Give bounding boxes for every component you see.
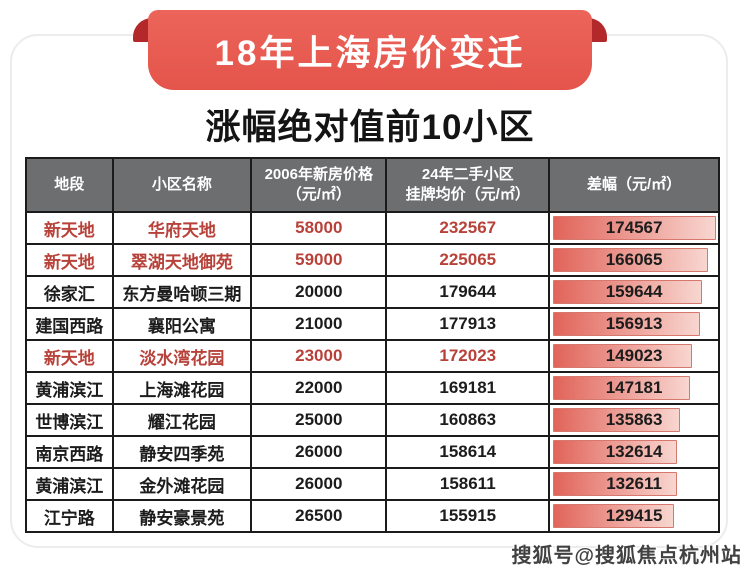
diff-bar [553, 216, 716, 240]
price-2024-cell: 177913 [385, 307, 551, 341]
banner-title: 18年上海房价变迁 [214, 33, 526, 73]
table-row: 黄浦滨江 上海滩花园 22000 169181 147181 [25, 371, 720, 405]
diff-value: 149023 [605, 346, 663, 365]
diff-cell: 132611 [548, 467, 720, 501]
table-row: 徐家汇 东方曼哈顿三期 20000 179644 159644 [25, 275, 720, 309]
table-row: 建国西路 襄阳公寓 21000 177913 156913 [25, 307, 720, 341]
community-cell: 上海滩花园 [111, 371, 253, 405]
district-cell: 新天地 [25, 339, 114, 373]
table-row: 黄浦滨江 金外滩花园 26000 158611 132611 [25, 467, 720, 501]
diff-cell: 174567 [548, 211, 720, 245]
price-2006-cell: 59000 [250, 243, 388, 277]
table-row: 江宁路 静安豪景苑 26500 155915 129415 [25, 499, 720, 533]
table-row: 新天地 华府天地 58000 232567 174567 [25, 211, 720, 245]
diff-bar [553, 504, 674, 528]
price-2024-cell: 172023 [385, 339, 551, 373]
district-cell: 南京西路 [25, 435, 114, 469]
diff-bar [553, 440, 677, 464]
column-header-community: 小区名称 [111, 157, 253, 213]
price-2006-cell: 21000 [250, 307, 388, 341]
diff-value: 132611 [606, 474, 662, 493]
price-table: 地段 小区名称 2006年新房价格 （元/㎡） 24年二手小区 挂牌均价（元/㎡… [25, 157, 720, 533]
table-header-row: 地段 小区名称 2006年新房价格 （元/㎡） 24年二手小区 挂牌均价（元/㎡… [25, 157, 720, 213]
diff-value: 174567 [605, 218, 663, 237]
diff-cell: 159644 [548, 275, 720, 309]
price-2024-cell: 232567 [385, 211, 551, 245]
table-row: 世博滨江 耀江花园 25000 160863 135863 [25, 403, 720, 437]
diff-value: 129415 [605, 506, 663, 525]
diff-value: 135863 [605, 410, 663, 429]
price-2006-cell: 20000 [250, 275, 388, 309]
diff-cell: 132614 [548, 435, 720, 469]
community-cell: 翠湖天地御苑 [111, 243, 253, 277]
district-cell: 江宁路 [25, 499, 114, 533]
diff-cell: 147181 [548, 371, 720, 405]
community-cell: 静安豪景苑 [111, 499, 253, 533]
page-title: 涨幅绝对值前10小区 [205, 108, 535, 147]
diff-value: 132614 [605, 442, 663, 461]
community-cell: 华府天地 [111, 211, 253, 245]
column-header-price-2024: 24年二手小区 挂牌均价（元/㎡） [385, 157, 551, 213]
price-table-wrap: 地段 小区名称 2006年新房价格 （元/㎡） 24年二手小区 挂牌均价（元/㎡… [25, 157, 720, 533]
diff-bar [553, 376, 691, 400]
price-2024-cell: 225065 [385, 243, 551, 277]
diff-bar [553, 472, 677, 496]
price-2006-cell: 26000 [250, 435, 388, 469]
column-header-diff: 差幅（元/㎡） [548, 157, 720, 213]
table-body: 新天地 华府天地 58000 232567 174567 新天地 翠湖天地御苑 … [25, 211, 720, 533]
community-cell: 东方曼哈顿三期 [111, 275, 253, 309]
price-2006-cell: 22000 [250, 371, 388, 405]
diff-cell: 149023 [548, 339, 720, 373]
diff-bar [553, 408, 680, 432]
district-cell: 世博滨江 [25, 403, 114, 437]
watermark: 搜狐号@搜狐焦点杭州站 [511, 545, 740, 567]
diff-cell: 129415 [548, 499, 720, 533]
price-2006-cell: 25000 [250, 403, 388, 437]
diff-value: 166065 [605, 250, 663, 269]
price-2024-cell: 160863 [385, 403, 551, 437]
district-cell: 黄浦滨江 [25, 467, 114, 501]
district-cell: 徐家汇 [25, 275, 114, 309]
price-2006-cell: 26000 [250, 467, 388, 501]
table-row: 新天地 淡水湾花园 23000 172023 149023 [25, 339, 720, 373]
price-2024-cell: 158611 [385, 467, 551, 501]
diff-bar [553, 344, 693, 368]
title-ribbon: 18年上海房价变迁 [133, 10, 607, 90]
diff-cell: 166065 [548, 243, 720, 277]
district-cell: 新天地 [25, 243, 114, 277]
table-row: 新天地 翠湖天地御苑 59000 225065 166065 [25, 243, 720, 277]
community-cell: 耀江花园 [111, 403, 253, 437]
price-2006-cell: 26500 [250, 499, 388, 533]
diff-cell: 156913 [548, 307, 720, 341]
district-cell: 建国西路 [25, 307, 114, 341]
district-cell: 黄浦滨江 [25, 371, 114, 405]
diff-bar [553, 280, 703, 304]
diff-bar [553, 312, 700, 336]
community-cell: 静安四季苑 [111, 435, 253, 469]
table-row: 南京西路 静安四季苑 26000 158614 132614 [25, 435, 720, 469]
ribbon-body: 18年上海房价变迁 [148, 10, 592, 90]
diff-cell: 135863 [548, 403, 720, 437]
community-cell: 金外滩花园 [111, 467, 253, 501]
district-cell: 新天地 [25, 211, 114, 245]
price-2006-cell: 23000 [250, 339, 388, 373]
diff-bar [553, 248, 709, 272]
price-2024-cell: 155915 [385, 499, 551, 533]
community-cell: 淡水湾花园 [111, 339, 253, 373]
price-2024-cell: 169181 [385, 371, 551, 405]
price-2024-cell: 179644 [385, 275, 551, 309]
community-cell: 襄阳公寓 [111, 307, 253, 341]
price-2006-cell: 58000 [250, 211, 388, 245]
diff-value: 147181 [605, 378, 663, 397]
price-2024-cell: 158614 [385, 435, 551, 469]
column-header-price-2006: 2006年新房价格 （元/㎡） [250, 157, 388, 213]
column-header-district: 地段 [25, 157, 114, 213]
diff-value: 156913 [605, 314, 663, 333]
diff-value: 159644 [605, 282, 663, 301]
